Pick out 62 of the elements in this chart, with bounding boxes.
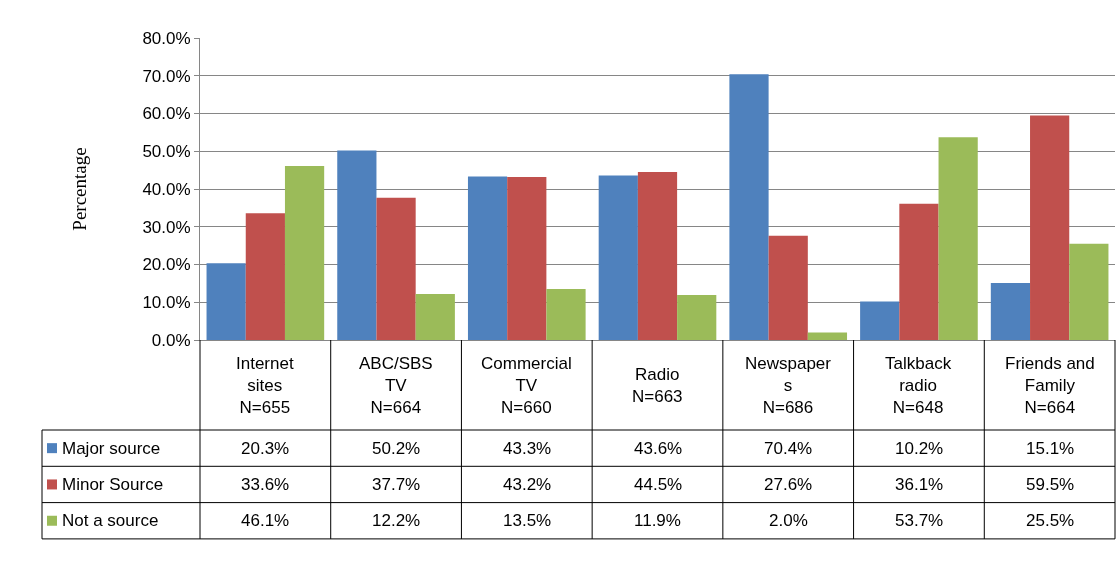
x-tick-label: Newspaper s N=686 [745,354,832,418]
data-label: 25.5% [1026,511,1075,530]
y-tick-label: 80.0% [142,28,191,48]
bar [415,293,455,340]
data-label: 36.1% [895,475,944,494]
data-label: 27.6% [764,475,813,494]
bar [376,197,416,340]
bar [598,175,638,340]
bar [206,263,246,340]
y-tick-label: 70.0% [142,66,191,86]
data-label: 59.5% [1026,475,1075,494]
x-tick-label: Friends and Family N=664 [1005,354,1095,418]
y-tick-label: 0.0% [151,330,191,350]
bar [637,172,678,340]
bar [938,137,978,340]
data-label: 44.5% [634,475,683,494]
bar [507,176,547,340]
legend-label: Not a source [62,511,159,530]
legend-label: Major source [62,439,161,458]
y-tick-label: 10.0% [142,293,191,313]
data-label: 37.7% [372,475,421,494]
bar [1069,243,1109,340]
data-label: 10.2% [895,439,944,458]
data-label: 13.5% [503,511,552,530]
data-label: 2.0% [769,511,808,530]
y-axis-title: Percentage [69,147,91,231]
legend-label: Minor Source [62,475,164,494]
bar [899,203,939,340]
data-label: 33.6% [241,475,290,494]
x-tick-label: Talkback radio N=648 [885,354,952,418]
y-tick-label: 20.0% [142,255,191,275]
bar [990,283,1031,340]
x-tick-label: Radio N=663 [632,365,683,407]
data-label: 12.2% [372,511,421,530]
y-tick-label: 40.0% [142,179,191,199]
data-label: 15.1% [1026,439,1075,458]
y-tick-label: 30.0% [142,217,191,237]
bar [860,301,900,340]
bar [677,295,717,340]
data-label: 43.3% [503,439,552,458]
y-tick-label: 50.0% [142,142,191,162]
bar [768,235,808,340]
bar [284,165,325,340]
x-tick-label: ABC/SBS TV N=664 [359,354,433,418]
bar [807,332,848,340]
data-label: 70.4% [764,439,813,458]
bar [467,176,508,340]
bar [245,213,285,340]
data-label: 11.9% [634,511,681,530]
y-tick-label: 60.0% [142,104,191,124]
data-label: 50.2% [372,439,421,458]
bar [1030,115,1070,340]
data-label: 20.3% [241,439,290,458]
data-label: 43.2% [503,475,552,494]
bar [337,150,377,340]
bar [729,74,769,340]
data-label: 53.7% [895,511,944,530]
x-tick-label: Internet sites N=655 [236,354,294,418]
bar [546,289,586,340]
data-label: 46.1% [241,511,290,530]
data-label: 43.6% [634,439,683,458]
x-tick-label: Commercial TV N=660 [481,354,572,418]
